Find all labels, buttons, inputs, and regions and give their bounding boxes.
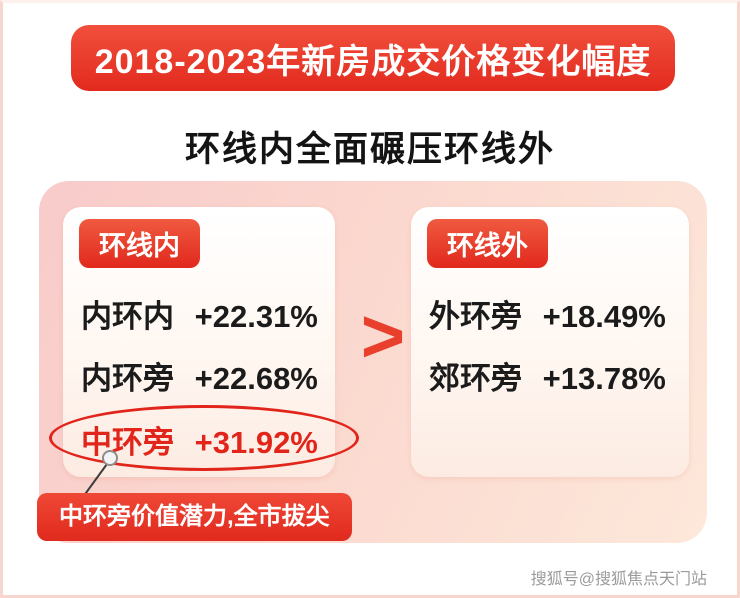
- panel-inner-rings: 环线内 内环内 +22.31% 内环旁 +22.68% 中环旁 +31.92%: [63, 207, 335, 477]
- title-banner: 2018-2023年新房成交价格变化幅度: [71, 25, 675, 91]
- row-value: +22.31%: [194, 299, 318, 334]
- data-row: 外环旁 +18.49%: [429, 291, 666, 336]
- row-value: +18.49%: [542, 299, 666, 334]
- subtitle: 环线内全面碾压环线外: [184, 130, 555, 169]
- row-label: 内环内: [81, 299, 174, 334]
- data-row-highlight: 中环旁 +31.92%: [81, 417, 318, 462]
- callout-note: 中环旁价值潜力,全市拔尖: [37, 493, 352, 541]
- row-label: 郊环旁: [429, 361, 522, 396]
- row-value: +31.92%: [194, 425, 318, 460]
- badge-outer-rings: 环线外: [427, 219, 548, 268]
- data-row: 内环旁 +22.68%: [81, 353, 318, 398]
- row-label: 外环旁: [429, 299, 522, 334]
- row-value: +13.78%: [542, 361, 666, 396]
- watermark: 搜狐号@搜狐焦点天门站: [530, 571, 707, 588]
- row-label: 内环旁: [81, 361, 174, 396]
- badge-inner-rings: 环线内: [79, 219, 200, 268]
- panel-outer-rings: 环线外 外环旁 +18.49% 郊环旁 +13.78%: [411, 207, 689, 477]
- comparison-board: 环线内 内环内 +22.31% 内环旁 +22.68% 中环旁 +31.92% …: [39, 181, 707, 543]
- page-title: 2018-2023年新房成交价格变化幅度: [94, 42, 652, 81]
- greater-than-symbol: >: [360, 294, 406, 379]
- data-row: 内环内 +22.31%: [81, 291, 318, 336]
- data-row: 郊环旁 +13.78%: [429, 353, 666, 398]
- row-label: 中环旁: [81, 425, 174, 460]
- row-value: +22.68%: [194, 361, 318, 396]
